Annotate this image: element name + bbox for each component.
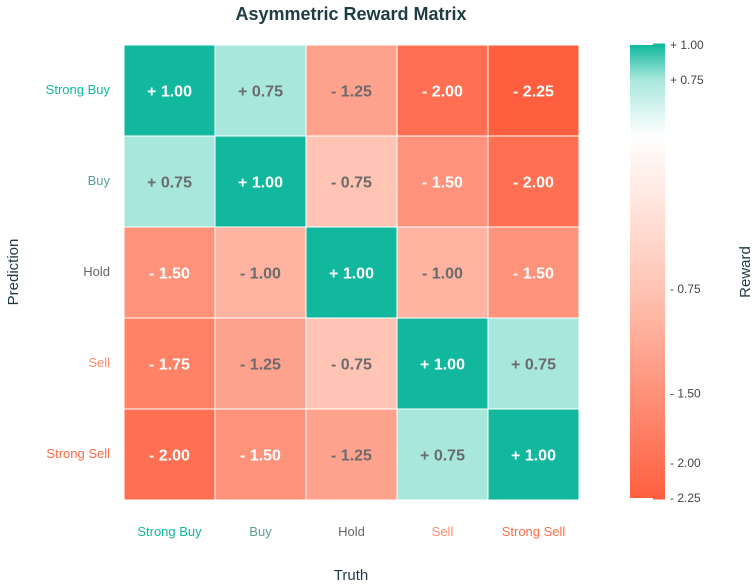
- chart-title: Asymmetric Reward Matrix: [235, 4, 466, 24]
- cell-value-label: - 0.75: [331, 357, 372, 374]
- cell-value-label: - 1.50: [240, 448, 281, 465]
- colorbar-tick-label: + 0.75: [670, 73, 704, 87]
- y-axis-title: Prediction: [5, 239, 22, 306]
- cell-value-label: + 1.00: [238, 175, 283, 192]
- heatmap-cell: [123, 408, 216, 501]
- cell-value-label: + 1.00: [329, 266, 374, 283]
- heatmap-cell: [214, 226, 307, 319]
- cell-value-label: + 0.75: [420, 448, 465, 465]
- colorbar-tick-label: - 1.50: [670, 386, 701, 400]
- heatmap-cell: [487, 135, 580, 228]
- heatmap-cell: [305, 408, 398, 501]
- y-tick-label: Strong Sell: [46, 446, 110, 461]
- cell-value-label: + 1.00: [511, 448, 556, 465]
- y-tick-label: Hold: [83, 264, 110, 279]
- heatmap-cell: [214, 44, 307, 137]
- cell-value-label: + 0.75: [238, 84, 283, 101]
- heatmap-cell: [214, 317, 307, 410]
- heatmap-cell: [487, 317, 580, 410]
- cell-value-label: - 1.50: [513, 266, 554, 283]
- cell-value-label: - 1.50: [422, 175, 463, 192]
- cell-value-label: - 1.75: [149, 357, 190, 374]
- heatmap-cell: [396, 44, 489, 137]
- colorbar-tick-label: + 1.00: [670, 38, 704, 52]
- heatmap-cell: [487, 408, 580, 501]
- x-tick-label: Strong Buy: [137, 524, 202, 539]
- cell-value-label: + 0.75: [511, 357, 556, 374]
- colorbar-title: Reward: [737, 246, 754, 298]
- heatmap-cell: [396, 226, 489, 319]
- cell-value-label: - 1.50: [149, 266, 190, 283]
- heatmap-cell: [305, 317, 398, 410]
- cell-value-label: - 1.25: [331, 84, 372, 101]
- colorbar-tick-label: - 0.75: [670, 282, 701, 296]
- cell-value-label: + 1.00: [147, 84, 192, 101]
- cell-value-label: - 1.00: [422, 266, 463, 283]
- cell-value-label: - 2.00: [422, 84, 463, 101]
- heatmap-cell: [305, 44, 398, 137]
- x-tick-label: Buy: [249, 524, 272, 539]
- cell-value-label: - 1.25: [331, 448, 372, 465]
- colorbar: [630, 45, 665, 498]
- cell-value-label: - 2.25: [513, 84, 554, 101]
- heatmap-cell: [396, 317, 489, 410]
- cell-value-label: - 2.00: [149, 448, 190, 465]
- cell-value-label: - 2.00: [513, 175, 554, 192]
- heatmap-cell: [214, 408, 307, 501]
- heatmap-cell: [123, 317, 216, 410]
- x-tick-label: Sell: [432, 524, 454, 539]
- y-tick-label: Strong Buy: [46, 82, 111, 97]
- cell-value-label: + 1.00: [420, 357, 465, 374]
- heatmap-cell: [487, 226, 580, 319]
- y-tick-label: Sell: [88, 355, 110, 370]
- heatmap-cell: [123, 44, 216, 137]
- y-tick-label: Buy: [88, 173, 111, 188]
- cell-value-label: - 1.25: [240, 357, 281, 374]
- x-axis-title: Truth: [334, 567, 368, 584]
- colorbar-tick-label: - 2.25: [670, 491, 701, 505]
- cell-value-label: + 0.75: [147, 175, 192, 192]
- heatmap-cell: [487, 44, 580, 137]
- colorbar-tick-label: - 2.00: [670, 456, 701, 470]
- x-tick-label: Hold: [338, 524, 365, 539]
- x-tick-label: Strong Sell: [502, 524, 566, 539]
- cell-value-label: - 0.75: [331, 175, 372, 192]
- heatmap-cell: [305, 135, 398, 228]
- heatmap-cell: [123, 135, 216, 228]
- heatmap-cell: [305, 226, 398, 319]
- cell-value-label: - 1.00: [240, 266, 281, 283]
